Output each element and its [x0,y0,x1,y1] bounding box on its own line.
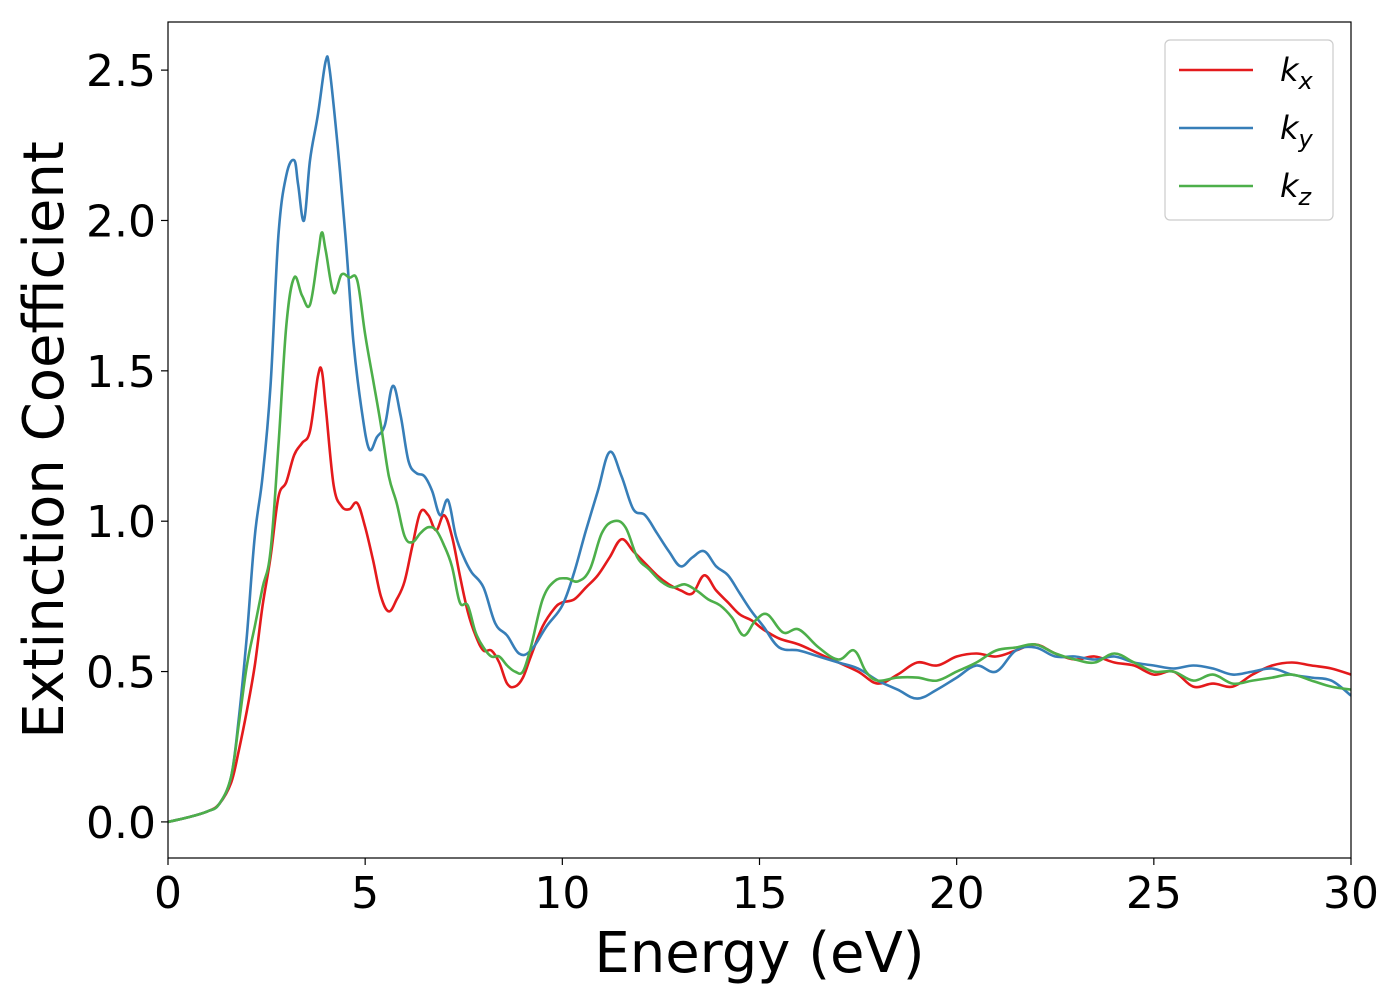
x-tick-label: 30 [1323,868,1379,919]
x-tick-label: 0 [154,868,182,919]
series-line-z [168,231,1351,824]
y-axis-title: Extinction Coefficient [12,141,77,739]
x-tick-label: 25 [1126,868,1182,919]
x-axis-ticks: 0 5 10 15 20 25 30 [154,858,1379,919]
x-axis-title: Energy (eV) [594,921,924,986]
y-tick-label: 2.5 [86,46,156,97]
x-tick-label: 20 [929,868,985,919]
x-tick-label: 15 [732,868,788,919]
y-tick-label: 1.0 [86,497,156,548]
legend-box [1164,39,1334,221]
x-tick-label: 10 [534,868,590,919]
y-axis-ticks: 0.0 0.5 1.0 1.5 2.0 2.5 [86,46,168,849]
y-tick-label: 0.5 [86,648,156,699]
legend: kx ky kz [1164,39,1334,221]
y-tick-label: 0.0 [86,798,156,849]
y-tick-label: 1.5 [86,347,156,398]
series-line-y [168,55,1351,824]
series-line-x [168,366,1351,824]
legend-label-z: kz [1280,167,1313,211]
x-tick-label: 5 [351,868,379,919]
y-tick-label: 2.0 [86,196,156,247]
legend-label-y: ky [1280,109,1314,153]
legend-label-x: kx [1280,51,1314,95]
series-layer [168,55,1351,824]
